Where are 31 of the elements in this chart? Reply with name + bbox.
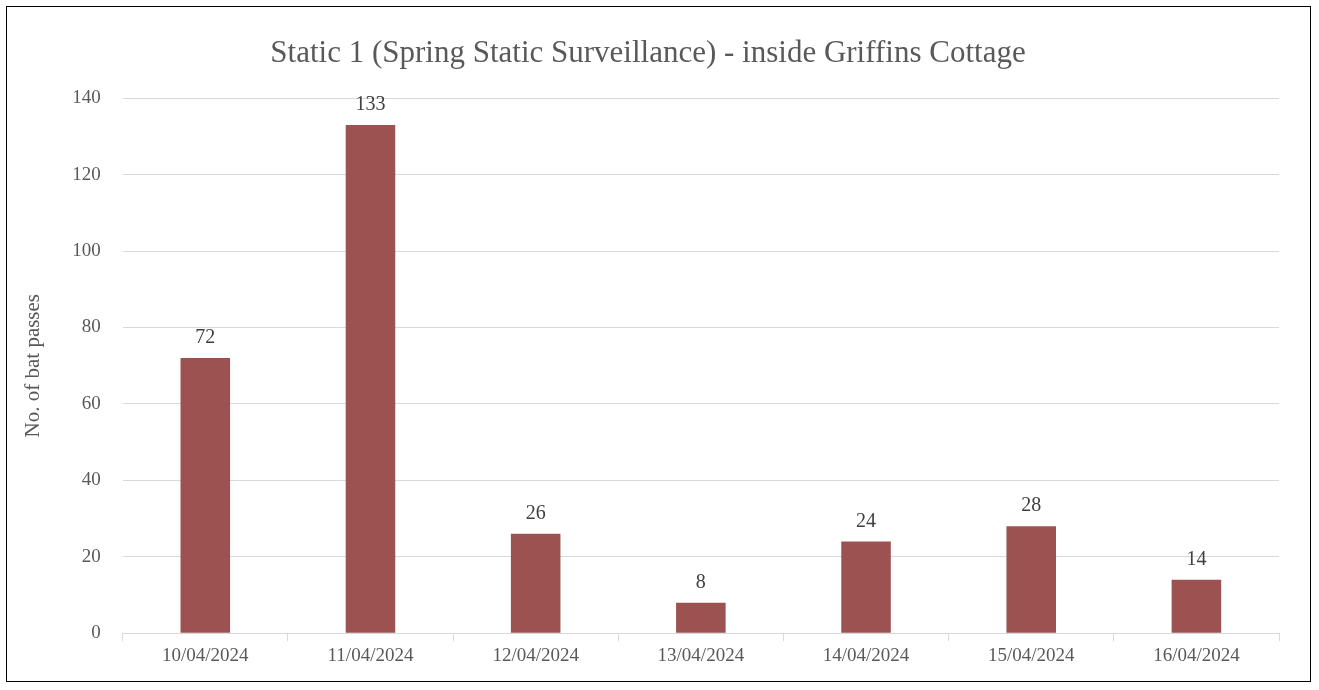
x-tick-label: 13/04/2024 [657, 643, 745, 665]
x-tick-label: 15/04/2024 [987, 643, 1075, 665]
y-tick-label: 120 [72, 162, 101, 184]
y-tick-label: 0 [91, 621, 101, 643]
x-tick-label: 14/04/2024 [822, 643, 910, 665]
y-tick-label: 140 [72, 86, 101, 108]
chart-title: Static 1 (Spring Static Surveillance) - inside Griffins Cottage [270, 33, 1026, 69]
data-label: 133 [355, 92, 386, 115]
y-axis-title: No. of bat passes [20, 293, 45, 438]
data-label: 72 [195, 325, 216, 348]
bar [510, 533, 561, 633]
bar [676, 602, 726, 633]
data-label: 28 [1021, 493, 1042, 516]
x-tick-label: 11/04/2024 [327, 643, 414, 665]
x-tick-label: 10/04/2024 [162, 643, 250, 665]
data-label: 26 [525, 501, 546, 524]
bar [345, 124, 396, 633]
bar [1006, 526, 1056, 633]
x-tick-label: 16/04/2024 [1153, 643, 1241, 665]
data-label: 8 [695, 569, 706, 592]
data-label: 24 [856, 508, 877, 531]
x-tick-label: 12/04/2024 [492, 643, 580, 665]
y-tick-label: 40 [81, 468, 101, 490]
y-tick-label: 20 [81, 544, 101, 566]
y-tick-label: 60 [81, 391, 101, 413]
y-tick-label: 80 [81, 315, 101, 337]
bar [1171, 579, 1222, 633]
data-label: 14 [1186, 546, 1207, 569]
bar [841, 541, 891, 633]
y-tick-label: 100 [72, 239, 101, 261]
bar [180, 358, 231, 633]
